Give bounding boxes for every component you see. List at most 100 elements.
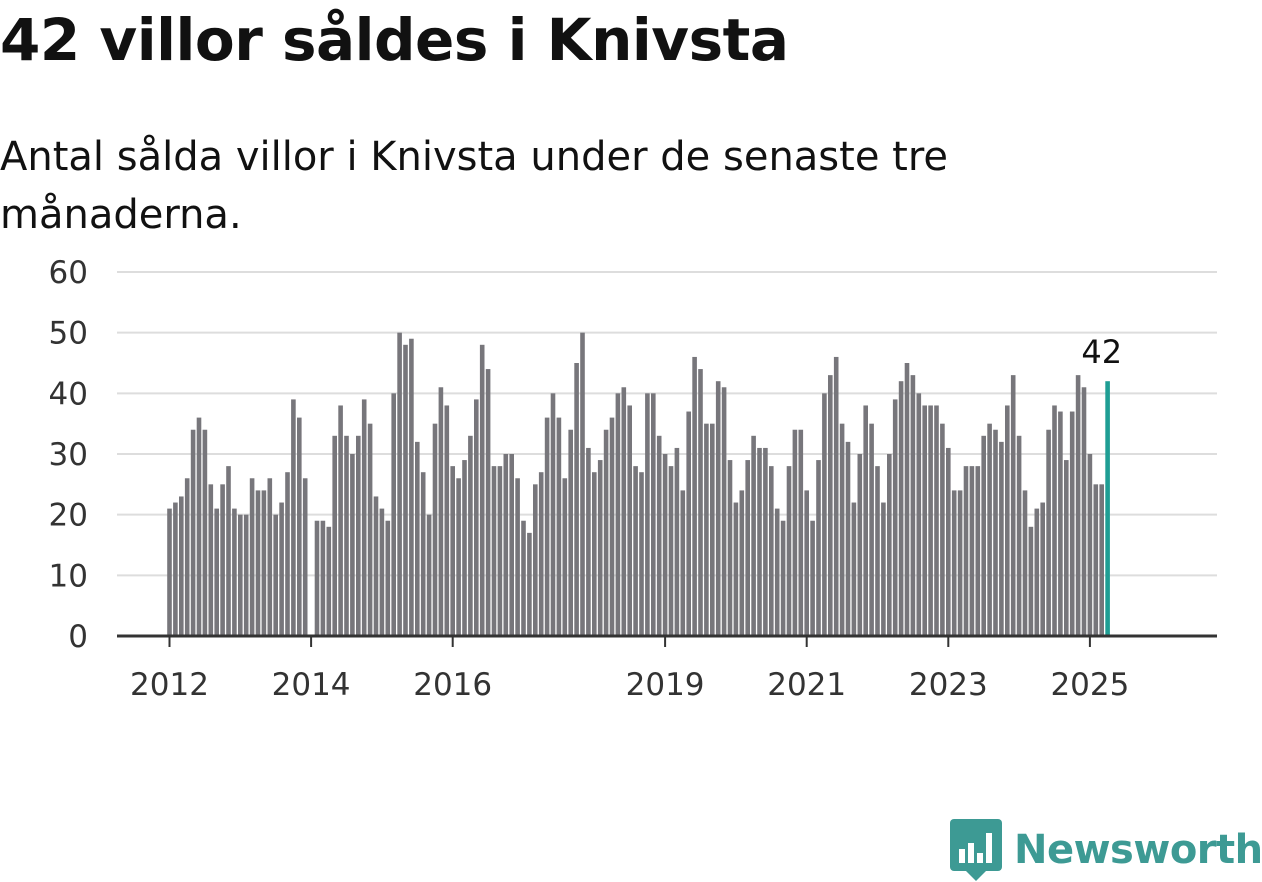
bar bbox=[521, 520, 526, 636]
y-axis-labels: 0 10 20 30 40 50 60 bbox=[49, 255, 88, 655]
bar bbox=[763, 447, 768, 636]
bar bbox=[509, 454, 514, 636]
bar bbox=[1099, 484, 1104, 636]
bar bbox=[1040, 502, 1045, 636]
bar bbox=[857, 454, 863, 636]
bar bbox=[533, 484, 538, 636]
bar bbox=[285, 472, 290, 636]
bar bbox=[468, 435, 473, 636]
bar bbox=[326, 526, 332, 636]
bar bbox=[479, 344, 485, 636]
bar bbox=[692, 356, 697, 636]
bar bbox=[1105, 381, 1110, 636]
brand-logo: Newsworthy bbox=[950, 818, 1262, 882]
bar bbox=[651, 393, 656, 636]
y-tick-label-0: 0 bbox=[68, 619, 88, 655]
bar bbox=[704, 423, 709, 636]
x-tick-label-2019: 2019 bbox=[626, 667, 705, 703]
bar bbox=[503, 454, 509, 636]
bar bbox=[497, 466, 503, 636]
bar bbox=[279, 502, 284, 636]
bar bbox=[863, 405, 868, 636]
bar bbox=[202, 429, 208, 636]
bar bbox=[881, 502, 886, 636]
bar bbox=[450, 466, 455, 636]
bar bbox=[462, 460, 467, 636]
y-tick-label-20: 20 bbox=[49, 498, 88, 534]
bar bbox=[580, 332, 585, 636]
bar bbox=[456, 478, 461, 636]
bar bbox=[828, 375, 833, 636]
bar bbox=[379, 508, 385, 636]
bar bbox=[208, 484, 214, 636]
bar bbox=[562, 478, 568, 636]
bar bbox=[999, 441, 1004, 636]
newsworthy-logo-icon bbox=[950, 819, 1002, 881]
bar bbox=[350, 454, 355, 636]
bar bbox=[963, 466, 969, 636]
bar bbox=[822, 393, 827, 636]
bar bbox=[645, 393, 650, 636]
bar bbox=[1046, 429, 1051, 636]
bar bbox=[845, 441, 851, 636]
bar bbox=[674, 447, 680, 636]
bar bbox=[444, 405, 450, 636]
bar bbox=[361, 399, 367, 636]
bar bbox=[273, 514, 278, 636]
bar bbox=[314, 520, 320, 636]
bar bbox=[662, 454, 668, 636]
bar bbox=[491, 466, 497, 636]
bar bbox=[898, 381, 904, 636]
bar bbox=[438, 387, 444, 636]
x-tick-label-2023: 2023 bbox=[909, 667, 988, 703]
bar bbox=[609, 417, 615, 636]
bar bbox=[249, 478, 255, 636]
bar bbox=[238, 514, 243, 636]
x-tick-label-2025: 2025 bbox=[1050, 667, 1129, 703]
chart-subtitle: Antal sålda villor i Knivsta under de se… bbox=[0, 134, 949, 238]
bar bbox=[432, 423, 438, 636]
bar bbox=[686, 411, 691, 636]
bar bbox=[568, 429, 573, 636]
bar bbox=[833, 356, 839, 636]
bar bbox=[373, 496, 379, 636]
bar bbox=[538, 472, 544, 636]
bar bbox=[597, 460, 603, 636]
chart-title: 42 villor såldes i Knivsta bbox=[0, 6, 789, 74]
bar bbox=[745, 460, 750, 636]
bar bbox=[344, 435, 349, 636]
bar bbox=[910, 375, 916, 636]
bar bbox=[1010, 375, 1016, 636]
bar bbox=[586, 447, 591, 636]
bar bbox=[220, 484, 225, 636]
bar bbox=[356, 435, 361, 636]
bar bbox=[975, 466, 981, 636]
bar bbox=[255, 490, 261, 636]
annotations: 42 bbox=[1081, 333, 1122, 371]
x-tick-label-2012: 2012 bbox=[130, 667, 209, 703]
bar bbox=[869, 423, 874, 636]
y-tick-label-30: 30 bbox=[49, 437, 88, 473]
bar bbox=[1016, 435, 1022, 636]
bar bbox=[267, 478, 273, 636]
bar bbox=[957, 490, 963, 636]
bar bbox=[261, 490, 267, 636]
bar bbox=[940, 423, 945, 636]
y-tick-label-60: 60 bbox=[49, 255, 88, 291]
bar bbox=[302, 478, 308, 636]
bar bbox=[1022, 490, 1028, 636]
bar bbox=[922, 405, 927, 636]
bar bbox=[485, 369, 491, 636]
bar bbox=[816, 460, 821, 636]
bar bbox=[184, 478, 190, 636]
bar bbox=[774, 508, 780, 636]
bar bbox=[839, 423, 845, 636]
bar bbox=[1069, 411, 1075, 636]
y-tick-label-50: 50 bbox=[49, 316, 88, 352]
bar bbox=[639, 472, 644, 636]
bar bbox=[420, 472, 426, 636]
bar bbox=[556, 417, 562, 636]
bar bbox=[385, 520, 391, 636]
bar bbox=[928, 405, 933, 636]
